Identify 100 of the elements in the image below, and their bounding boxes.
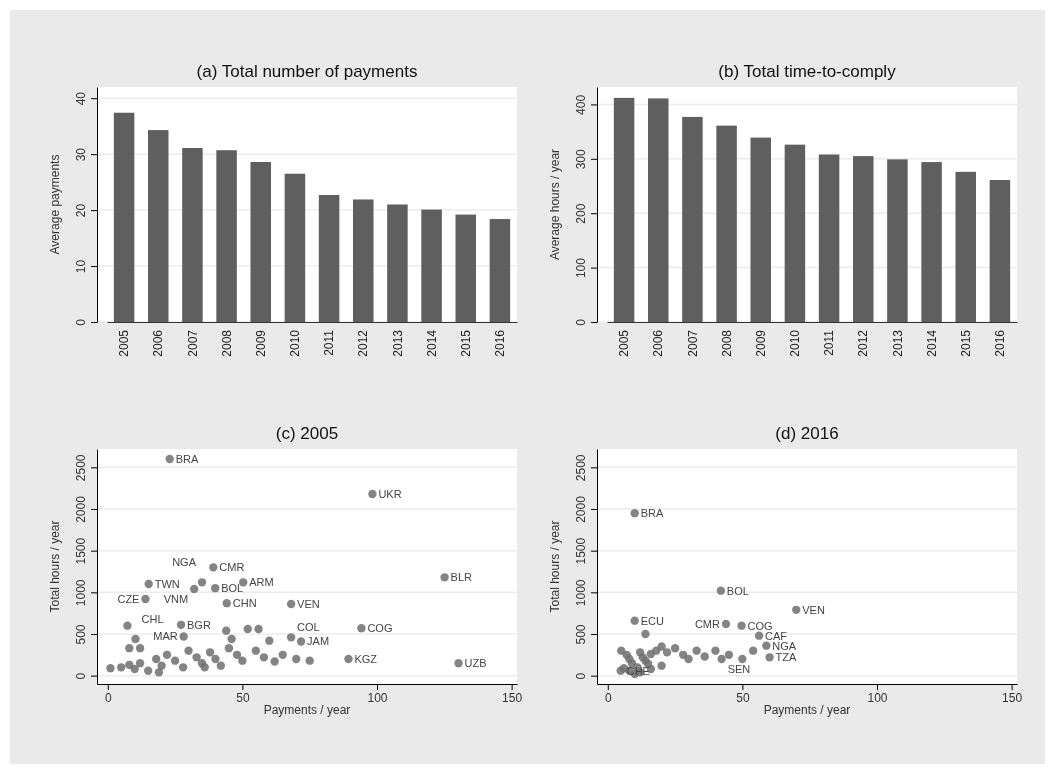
chart-title: (b) Total time-to-comply (718, 62, 897, 81)
data-label: ECU (640, 614, 664, 627)
data-label: NGA (772, 639, 797, 652)
point (232, 650, 242, 660)
point (657, 642, 666, 651)
y-tick-label: 2500 (574, 454, 589, 482)
point (270, 657, 279, 666)
data-label: BLR (450, 571, 473, 584)
data-label: COG (747, 619, 773, 632)
point (440, 573, 449, 582)
x-tick-label: 2013 (890, 329, 905, 357)
bar (716, 125, 737, 322)
y-tick-label: 40 (74, 91, 89, 106)
bar (113, 112, 135, 322)
data-label: CMR (219, 561, 245, 574)
data-label: BOL (726, 584, 749, 597)
point (344, 654, 353, 664)
data-label: VNM (163, 592, 189, 605)
y-tick-label: 30 (74, 147, 89, 162)
point (141, 594, 150, 604)
bar (784, 144, 806, 322)
y-tick-label: 400 (574, 94, 589, 115)
point (721, 619, 731, 629)
x-tick-label: 150 (502, 690, 523, 705)
point (184, 646, 193, 655)
point (265, 636, 274, 645)
point (197, 578, 207, 587)
x-tick-label: 2005 (117, 329, 132, 357)
x-tick-label: 0 (104, 690, 112, 705)
point (130, 664, 139, 674)
data-label: BOL (221, 582, 244, 595)
bar (284, 173, 306, 322)
bar (887, 159, 908, 322)
point (162, 650, 172, 660)
point (692, 646, 701, 655)
point (135, 658, 145, 668)
data-label: ARM (249, 576, 274, 589)
bar (648, 98, 669, 322)
point (216, 661, 226, 670)
x-tick-label: 100 (867, 690, 888, 705)
point (630, 508, 639, 518)
data-label: NGA (172, 556, 197, 569)
bar (955, 171, 976, 322)
y-tick-label: 2000 (574, 495, 589, 523)
bar (921, 162, 942, 322)
point (670, 643, 680, 653)
point (222, 598, 231, 608)
x-tick-label: 2015 (958, 329, 973, 357)
point (238, 656, 247, 665)
y-tick-label: 20 (74, 203, 89, 218)
x-tick-label: 50 (736, 690, 750, 705)
data-label: TZA (775, 651, 798, 664)
x-tick-label: 150 (1002, 690, 1023, 705)
point (454, 658, 463, 668)
point (192, 653, 201, 662)
bar (489, 219, 511, 322)
x-tick-label: 2010 (788, 329, 803, 357)
point (748, 646, 758, 655)
bar (250, 161, 271, 322)
point (227, 634, 236, 644)
data-label: VEN (297, 597, 320, 610)
point (106, 663, 115, 673)
bar (353, 199, 374, 322)
point (157, 661, 166, 670)
point (716, 586, 726, 595)
data-label: BRA (175, 452, 199, 465)
data-label: BGR (187, 618, 211, 631)
point (144, 579, 153, 589)
point (684, 654, 693, 664)
point (143, 666, 153, 675)
x-tick-label: 2011 (322, 329, 337, 356)
x-axis-title: Payments / year (263, 703, 351, 717)
y-tick-label: 300 (574, 148, 589, 170)
data-label: CHN (232, 597, 257, 610)
y-tick-label: 1500 (574, 537, 589, 565)
point (286, 633, 296, 642)
data-label: CZE (117, 592, 140, 605)
bar (387, 204, 408, 322)
x-tick-label: 100 (367, 690, 388, 705)
x-axis-title: Payments / year (763, 703, 851, 717)
point (135, 643, 145, 653)
point (368, 489, 377, 499)
point (200, 663, 209, 672)
point (178, 663, 188, 672)
bar (318, 194, 340, 322)
x-tick-label: 2007 (685, 329, 700, 357)
data-label: UKR (378, 487, 402, 500)
x-tick-label: 2011 (822, 329, 837, 356)
x-tick-label: 2014 (424, 329, 439, 357)
bar (853, 156, 874, 322)
point (286, 599, 296, 609)
point (296, 637, 306, 646)
point (765, 653, 774, 662)
point (292, 654, 301, 664)
x-tick-label: 2008 (719, 329, 734, 357)
bar (989, 180, 1011, 322)
data-label: KGZ (354, 652, 378, 665)
y-tick-label: 500 (574, 624, 589, 645)
point (125, 660, 134, 670)
data-label: TWN (154, 577, 180, 590)
